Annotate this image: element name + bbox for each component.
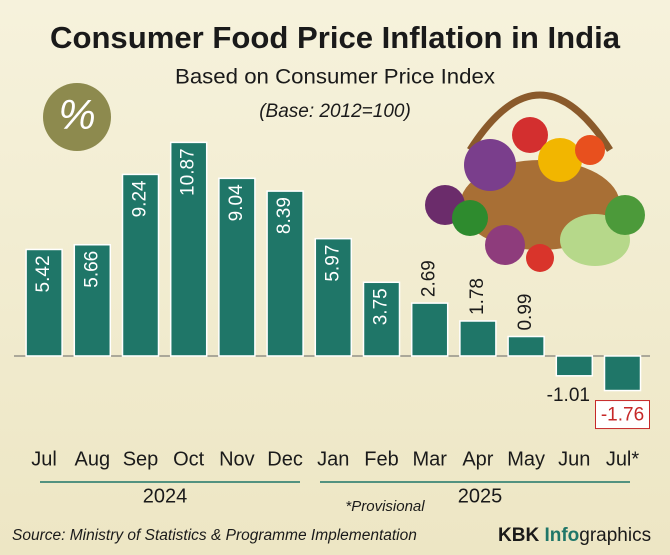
x-tick-label: Aug: [75, 448, 111, 470]
value-label: 5.42: [33, 255, 54, 292]
value-label: 0.99: [515, 294, 536, 331]
value-label: 1.78: [467, 278, 488, 315]
x-tick-label: May: [507, 448, 545, 470]
chart-subtitle: Based on Consumer Price Index: [175, 66, 496, 89]
year-label: 2024: [143, 485, 188, 507]
bar: [362, 281, 401, 357]
brand-info: Info: [544, 525, 579, 546]
x-tick-label: Jul: [31, 448, 57, 470]
brand: KBK Infographics: [498, 525, 651, 546]
brand-kbk: KBK: [498, 525, 539, 546]
basket-illustration: [425, 91, 645, 272]
x-tick-label: Jun: [558, 448, 590, 470]
value-label: 9.24: [130, 180, 151, 217]
percent-icon: [43, 83, 111, 151]
bar: [410, 302, 449, 357]
bar: [314, 237, 353, 357]
value-label: 5.66: [81, 251, 102, 288]
percent-icon-text: %: [58, 91, 95, 138]
bar: [25, 248, 63, 357]
value-label: 3.75: [371, 288, 392, 325]
x-tick-label: Nov: [219, 448, 255, 470]
bar: [555, 355, 594, 377]
value-label: -1.01: [547, 385, 590, 406]
x-tick-label: Dec: [267, 448, 303, 470]
value-label: -1.76: [601, 405, 644, 426]
bar: [266, 190, 304, 357]
bar: [169, 141, 208, 357]
year-label: 2025: [458, 485, 503, 507]
value-label: 2.69: [419, 260, 440, 297]
value-label: 8.39: [274, 197, 295, 234]
chart-title: Consumer Food Price Inflation in India: [50, 20, 621, 55]
bar: [121, 173, 160, 357]
bar: [507, 335, 545, 357]
x-tick-label: Apr: [462, 448, 493, 470]
source: Source: Ministry of Statistics & Program…: [12, 527, 417, 544]
x-tick-label: Sep: [123, 448, 159, 470]
x-tick-label: Feb: [364, 448, 398, 470]
bar: [73, 244, 112, 357]
bar: [459, 320, 497, 357]
value-label-box: [595, 400, 650, 430]
value-label: 9.04: [226, 184, 247, 221]
x-tick-label: Jul*: [606, 448, 640, 470]
brand-graphics: graphics: [579, 525, 651, 546]
base-note: (Base: 2012=100): [259, 101, 411, 122]
bar: [218, 177, 256, 357]
x-tick-label: Mar: [412, 448, 447, 470]
value-label: 10.87: [178, 148, 199, 196]
value-label: 5.97: [322, 245, 343, 282]
x-tick-label: Oct: [173, 448, 205, 470]
bar: [603, 355, 642, 392]
provisional-note: *Provisional: [345, 498, 425, 515]
x-tick-label: Jan: [317, 448, 349, 470]
